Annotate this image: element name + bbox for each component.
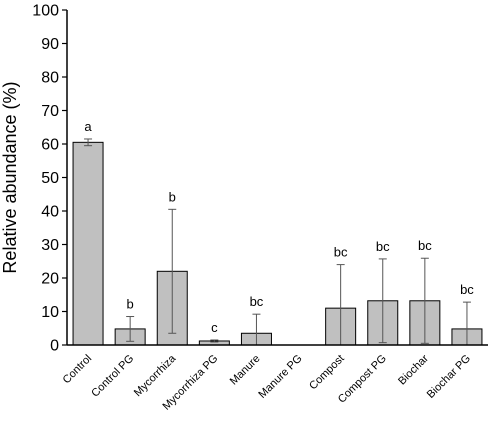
bar — [72, 141, 104, 346]
significance-letter: b — [169, 189, 176, 204]
significance-letter: bc — [418, 238, 432, 253]
y-tick-label: 30 — [41, 237, 59, 254]
significance-letter: bc — [376, 239, 390, 254]
significance-letter: bc — [460, 282, 474, 297]
significance-letter: a — [84, 119, 92, 134]
y-tick-label: 10 — [41, 304, 59, 321]
x-tick-label: Control — [61, 353, 95, 387]
y-axis-label: Relative abundance (%) — [0, 81, 20, 273]
x-tick-label: Biochar PG — [425, 353, 473, 401]
x-tick-label: Biochar — [396, 352, 431, 387]
y-tick-label: 20 — [41, 271, 59, 288]
x-tick-label: Compost — [307, 353, 347, 393]
y-tick-label: 40 — [41, 204, 59, 221]
significance-letter: bc — [334, 245, 348, 260]
y-tick-label: 50 — [41, 170, 59, 187]
y-tick-label: 80 — [41, 70, 59, 87]
significance-letter: c — [211, 320, 218, 335]
y-tick-label: 100 — [32, 3, 59, 20]
x-tick-label: Manure PG — [256, 353, 304, 401]
significance-letter: b — [127, 297, 134, 312]
y-tick-label: 0 — [50, 338, 59, 355]
x-tick-label: Manure — [228, 353, 263, 388]
y-tick-label: 60 — [41, 137, 59, 154]
y-tick-label: 70 — [41, 103, 59, 120]
significance-letter: bc — [250, 294, 264, 309]
y-tick-label: 90 — [41, 36, 59, 53]
x-tick-label: Control PG — [89, 353, 136, 400]
